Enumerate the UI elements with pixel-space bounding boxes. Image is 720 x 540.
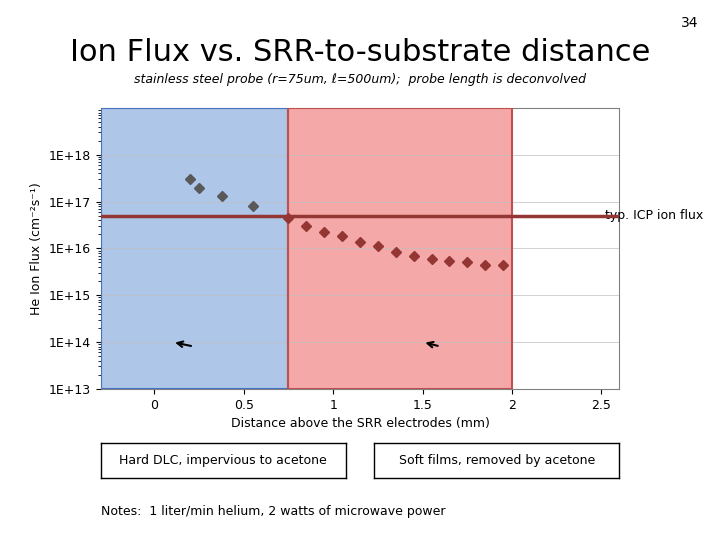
- Text: Ion Flux vs. SRR-to-substrate distance: Ion Flux vs. SRR-to-substrate distance: [70, 38, 650, 67]
- Bar: [289, 108, 512, 389]
- Text: 34: 34: [681, 16, 698, 30]
- Text: Soft films, removed by acetone: Soft films, removed by acetone: [399, 454, 595, 467]
- Text: Notes:  1 liter/min helium, 2 watts of microwave power: Notes: 1 liter/min helium, 2 watts of mi…: [101, 505, 445, 518]
- X-axis label: Distance above the SRR electrodes (mm): Distance above the SRR electrodes (mm): [230, 417, 490, 430]
- Bar: [101, 108, 289, 389]
- Y-axis label: He Ion Flux (cm⁻²s⁻¹): He Ion Flux (cm⁻²s⁻¹): [30, 182, 43, 315]
- Text: stainless steel probe (r=75um, ℓ=500um);  probe length is deconvolved: stainless steel probe (r=75um, ℓ=500um);…: [134, 73, 586, 86]
- Bar: [289, 108, 512, 389]
- Text: Hard DLC, impervious to acetone: Hard DLC, impervious to acetone: [120, 454, 327, 467]
- Text: typ. ICP ion flux: typ. ICP ion flux: [605, 209, 703, 222]
- Bar: [101, 108, 289, 389]
